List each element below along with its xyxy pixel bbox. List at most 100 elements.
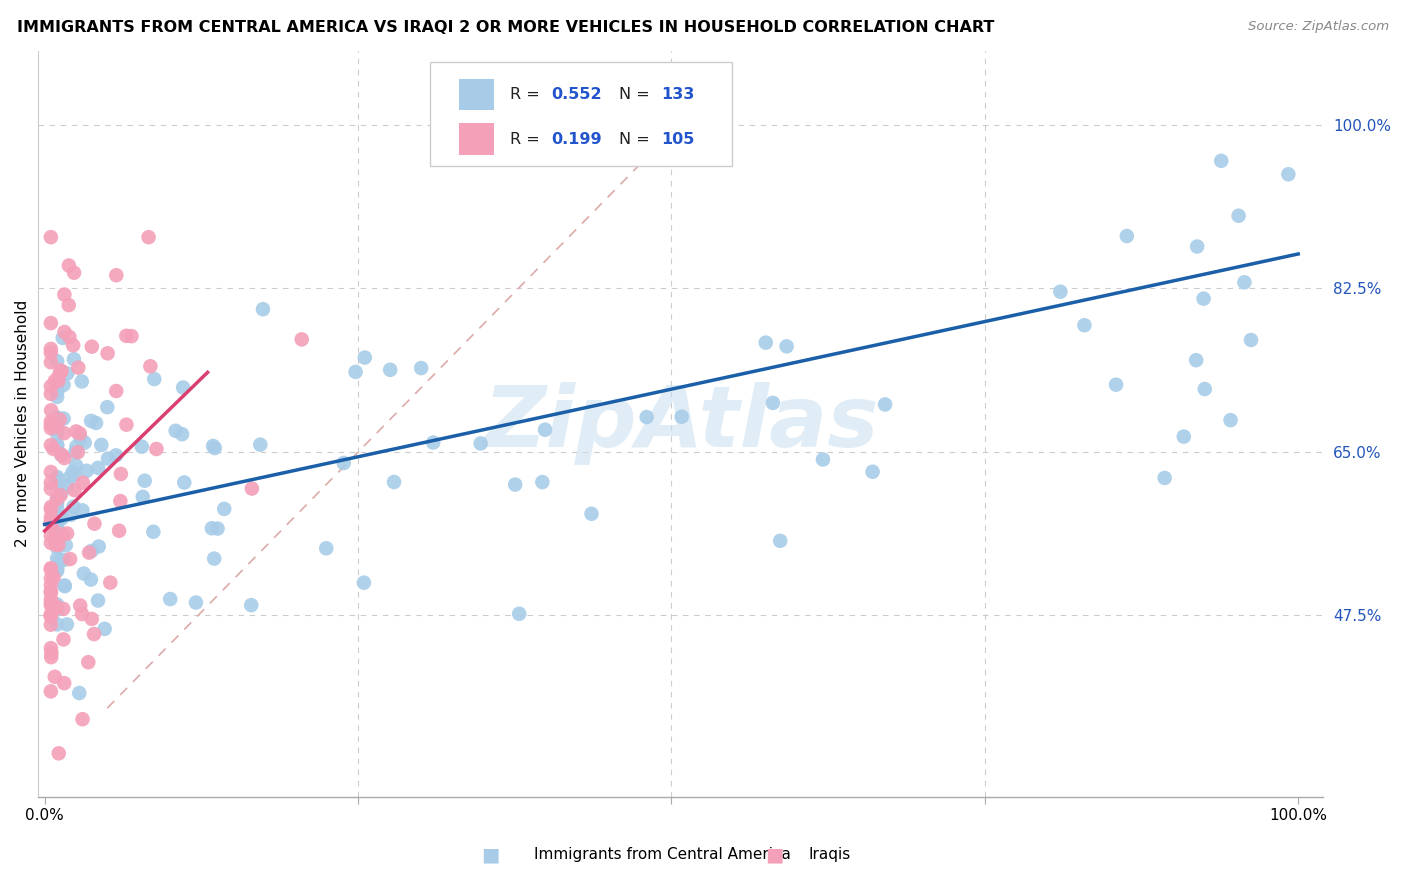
Point	[46, 378, 69, 392]
Point	[67, 686, 90, 700]
Point	[755, 335, 778, 350]
Text: 0.199: 0.199	[551, 132, 602, 146]
Point	[67, 360, 90, 375]
Text: IMMIGRANTS FROM CENTRAL AMERICA VS IRAQI 2 OR MORE VEHICLES IN HOUSEHOLD CORRELA: IMMIGRANTS FROM CENTRAL AMERICA VS IRAQI…	[17, 20, 994, 35]
Point	[98, 575, 121, 590]
Point	[134, 474, 156, 488]
Point	[1105, 377, 1128, 392]
Point	[1049, 285, 1071, 299]
Point	[131, 440, 153, 454]
Point	[46, 438, 69, 452]
Point	[48, 747, 70, 761]
Point	[59, 470, 82, 484]
Point	[204, 441, 226, 455]
Point	[46, 390, 69, 404]
Point	[41, 646, 63, 660]
Point	[201, 521, 224, 535]
Point	[53, 676, 76, 690]
Point	[52, 528, 75, 542]
Point	[775, 339, 797, 353]
Point	[39, 578, 62, 592]
Point	[73, 566, 96, 581]
Text: 105: 105	[662, 132, 695, 146]
Point	[105, 268, 128, 283]
Point	[1194, 382, 1216, 396]
Point	[53, 426, 76, 441]
Point	[49, 488, 72, 502]
Point	[39, 502, 62, 516]
Point	[39, 561, 62, 575]
Point	[97, 451, 120, 466]
Point	[108, 524, 131, 538]
Point	[671, 409, 693, 424]
Point	[58, 259, 80, 273]
Point	[46, 385, 69, 400]
Point	[411, 361, 433, 376]
Point	[62, 465, 84, 479]
Point	[44, 535, 66, 549]
Point	[72, 475, 94, 490]
Point	[39, 592, 62, 607]
Text: ZipAtlas: ZipAtlas	[484, 382, 879, 465]
Text: R =: R =	[510, 87, 544, 102]
Point	[291, 332, 314, 346]
Point	[240, 598, 263, 612]
Point	[87, 593, 110, 607]
Point	[252, 302, 274, 317]
Text: N =: N =	[619, 132, 655, 146]
Point	[46, 541, 69, 555]
Point	[1185, 239, 1208, 253]
Point	[353, 351, 375, 365]
Text: Immigrants from Central America: Immigrants from Central America	[534, 847, 792, 862]
Point	[42, 442, 65, 456]
Point	[63, 483, 86, 498]
Point	[46, 535, 69, 549]
Point	[59, 508, 82, 522]
Point	[56, 479, 79, 493]
Point	[45, 599, 67, 614]
Point	[39, 515, 62, 529]
Point	[1185, 353, 1208, 368]
Point	[139, 359, 162, 374]
Text: Iraqis: Iraqis	[808, 847, 851, 862]
Point	[42, 418, 65, 433]
Point	[39, 608, 62, 623]
Point	[121, 329, 143, 343]
Point	[80, 612, 103, 626]
Point	[1073, 318, 1095, 333]
Point	[46, 470, 69, 484]
Point	[142, 524, 165, 539]
Point	[39, 465, 62, 479]
Point	[46, 509, 69, 524]
Text: R =: R =	[510, 132, 544, 146]
Point	[105, 448, 128, 462]
Point	[110, 467, 132, 481]
Point	[70, 375, 93, 389]
Point	[46, 493, 69, 508]
Point	[45, 600, 67, 615]
Point	[39, 414, 62, 428]
Point	[46, 472, 69, 486]
Point	[315, 541, 337, 556]
Point	[769, 533, 792, 548]
Point	[39, 650, 62, 665]
Point	[51, 448, 73, 462]
Point	[39, 438, 62, 452]
Point	[1219, 413, 1241, 427]
Point	[470, 436, 492, 450]
Point	[240, 482, 263, 496]
Point	[207, 522, 229, 536]
Point	[508, 607, 530, 621]
Point	[87, 540, 110, 554]
Point	[51, 511, 73, 525]
Point	[873, 397, 896, 411]
Point	[62, 338, 84, 352]
Point	[143, 372, 166, 386]
Point	[39, 510, 62, 524]
Point	[202, 551, 225, 566]
Point	[110, 494, 132, 508]
Point	[53, 451, 76, 466]
Point	[96, 400, 118, 414]
Point	[39, 641, 62, 656]
Point	[49, 364, 72, 378]
